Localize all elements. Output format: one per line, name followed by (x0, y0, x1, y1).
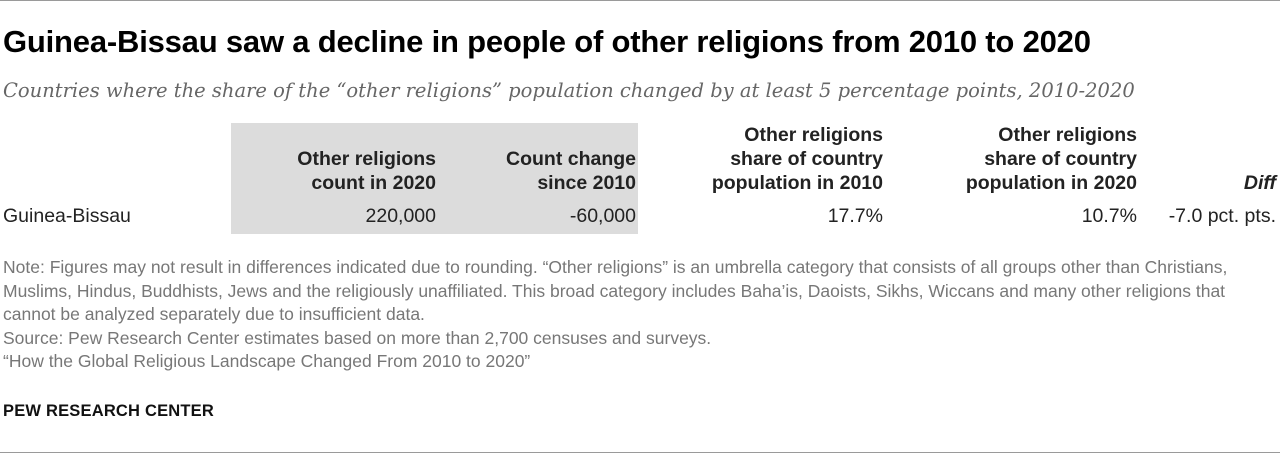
cell-country: Guinea-Bissau (3, 205, 131, 227)
source-text: Source: Pew Research Center estimates ba… (3, 327, 712, 348)
chart-title: Guinea-Bissau saw a decline in people of… (3, 24, 1091, 59)
cell-share-2020: 10.7% (1081, 205, 1137, 227)
header-diff: Diff (1243, 172, 1276, 194)
pew-logo: PEW RESEARCH CENTER (3, 402, 214, 420)
report-title-text: “How the Global Religious Landscape Chan… (3, 351, 531, 371)
header-share-2010: Other religions share of country populat… (711, 124, 883, 194)
notes-block: Note: Figures may not result in differen… (3, 256, 1273, 374)
cell-count-2020: 220,000 (365, 205, 437, 227)
bottom-rule (0, 452, 1280, 453)
top-rule (0, 0, 1280, 1)
header-count-2020: Other religions count in 2020 (297, 148, 436, 194)
cell-share-2010: 17.7% (827, 205, 883, 227)
highlight-shade (231, 123, 638, 234)
cell-count-change: -60,000 (569, 205, 636, 227)
cell-diff: -7.0 pct. pts. (1168, 205, 1276, 227)
header-count-change: Count change since 2010 (506, 148, 636, 194)
chart-subtitle: Countries where the share of the “other … (3, 79, 1135, 102)
header-share-2020: Other religions share of country populat… (965, 124, 1137, 194)
note-text: Note: Figures may not result in differen… (3, 257, 1228, 324)
